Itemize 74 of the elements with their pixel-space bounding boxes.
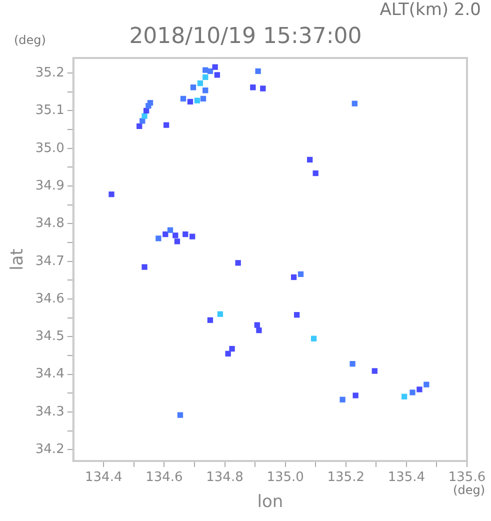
point bbox=[197, 80, 204, 86]
y-tick-label: 35.2 bbox=[35, 65, 64, 80]
y-tick-label: 34.2 bbox=[35, 442, 64, 458]
point bbox=[147, 100, 154, 106]
point bbox=[310, 336, 317, 342]
point bbox=[307, 156, 313, 163]
point bbox=[254, 322, 260, 328]
point bbox=[352, 100, 358, 106]
point bbox=[163, 122, 170, 128]
point bbox=[202, 88, 208, 94]
point bbox=[250, 84, 256, 90]
point bbox=[298, 271, 304, 278]
point bbox=[174, 238, 180, 244]
point bbox=[312, 170, 318, 176]
point bbox=[190, 234, 196, 240]
point bbox=[229, 346, 235, 352]
point bbox=[372, 368, 378, 374]
y-tick-label: 35.1 bbox=[35, 103, 64, 118]
point bbox=[424, 382, 430, 388]
point bbox=[172, 232, 178, 238]
point bbox=[142, 264, 148, 270]
y-tick-label: 34.5 bbox=[35, 329, 64, 344]
y-tick-label: 34.7 bbox=[35, 254, 64, 269]
x-tick-label: 135.6 bbox=[448, 470, 486, 486]
point bbox=[200, 96, 206, 102]
point bbox=[108, 192, 114, 198]
chart-title: 2018/10/19 15:37:00 bbox=[129, 24, 362, 49]
point bbox=[162, 231, 168, 238]
point bbox=[294, 312, 300, 318]
point bbox=[180, 96, 186, 102]
point bbox=[260, 86, 266, 92]
x-tick-label: 134.4 bbox=[85, 470, 122, 486]
point bbox=[207, 317, 214, 323]
point bbox=[142, 113, 148, 119]
point bbox=[202, 74, 208, 80]
y-axis-title: lat bbox=[8, 248, 28, 270]
point bbox=[340, 396, 346, 402]
x-tick-label: 134.6 bbox=[146, 470, 183, 486]
point bbox=[217, 311, 224, 317]
y-tick-label: 34.8 bbox=[35, 216, 64, 232]
y-tick-label: 35.0 bbox=[35, 140, 64, 156]
point bbox=[156, 236, 162, 242]
point bbox=[136, 123, 142, 129]
point bbox=[212, 64, 218, 70]
point bbox=[350, 361, 356, 367]
point bbox=[194, 98, 200, 104]
point bbox=[401, 394, 408, 400]
y-tick-label: 34.9 bbox=[35, 178, 64, 194]
point bbox=[190, 84, 196, 90]
point bbox=[167, 227, 174, 233]
x-axis-title: lon bbox=[257, 492, 284, 512]
text: (deg) bbox=[453, 483, 485, 497]
x-tick-label: 135.2 bbox=[327, 470, 364, 486]
point bbox=[225, 350, 231, 356]
point bbox=[182, 231, 188, 238]
y-tick-label: 34.6 bbox=[35, 291, 64, 306]
point bbox=[214, 72, 220, 78]
x-tick-label: 134.8 bbox=[206, 470, 244, 486]
text: ALT(km) 2.0 bbox=[380, 0, 481, 20]
point bbox=[255, 68, 261, 74]
point bbox=[256, 327, 262, 334]
point bbox=[177, 412, 184, 418]
y-tick-label: 34.3 bbox=[35, 404, 64, 420]
point bbox=[235, 260, 241, 266]
x-tick-label: 135.4 bbox=[388, 470, 426, 486]
point bbox=[290, 274, 297, 280]
y-tick-label: 34.4 bbox=[35, 366, 64, 382]
point bbox=[410, 390, 416, 396]
point bbox=[352, 392, 358, 398]
x-tick-label: 135.0 bbox=[266, 470, 304, 486]
point bbox=[187, 98, 194, 105]
point bbox=[416, 386, 422, 392]
point bbox=[202, 67, 208, 73]
text: (deg) bbox=[14, 33, 46, 47]
